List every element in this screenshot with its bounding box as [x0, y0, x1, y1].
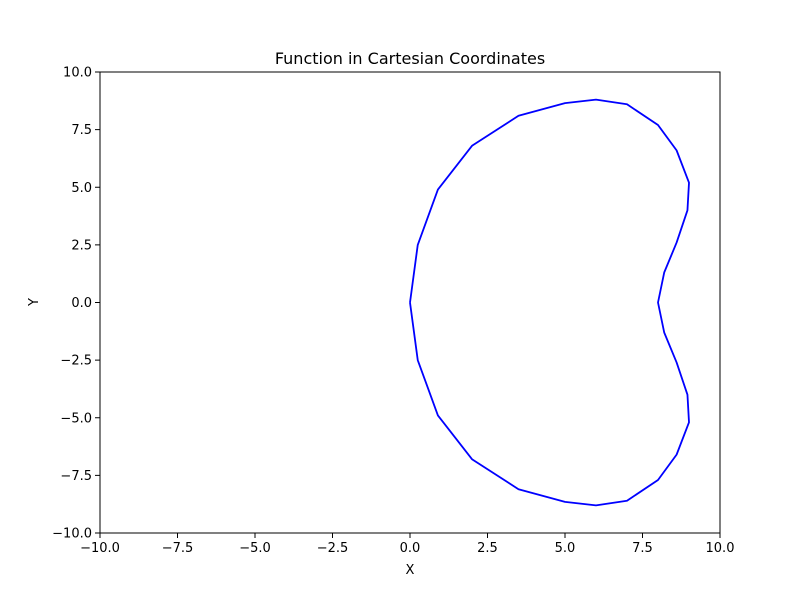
- chart-title: Function in Cartesian Coordinates: [275, 49, 545, 68]
- y-tick-label: −2.5: [60, 354, 92, 369]
- x-tick-label: −5.0: [239, 541, 271, 556]
- x-tick-label: 2.5: [477, 541, 498, 556]
- x-tick-label: 7.5: [632, 541, 653, 556]
- x-tick-label: 10.0: [706, 541, 735, 556]
- y-tick-label: 0.0: [71, 296, 92, 311]
- x-tick-label: −10.0: [80, 541, 120, 556]
- y-axis-label: Y: [27, 298, 42, 307]
- y-tick-label: 2.5: [71, 238, 92, 253]
- x-tick-label: −7.5: [162, 541, 194, 556]
- x-tick-label: 0.0: [400, 541, 421, 556]
- x-axis-label: X: [406, 563, 415, 578]
- x-tick-label: −2.5: [317, 541, 349, 556]
- y-tick-label: −7.5: [60, 469, 92, 484]
- y-tick-label: 7.5: [71, 123, 92, 138]
- y-tick-label: −10.0: [52, 527, 92, 542]
- series-line-0: [409, 98, 690, 507]
- x-tick-label: 5.0: [555, 541, 576, 556]
- y-tick-label: 10.0: [63, 66, 92, 81]
- y-tick-label: −5.0: [60, 411, 92, 426]
- plot-area: −10.0 −7.5 −5.0 −2.5 0.0 2.5 5.0 7.5 10.0 −10.0 −7…: [52, 66, 734, 557]
- y-tick-label: 5.0: [71, 181, 92, 196]
